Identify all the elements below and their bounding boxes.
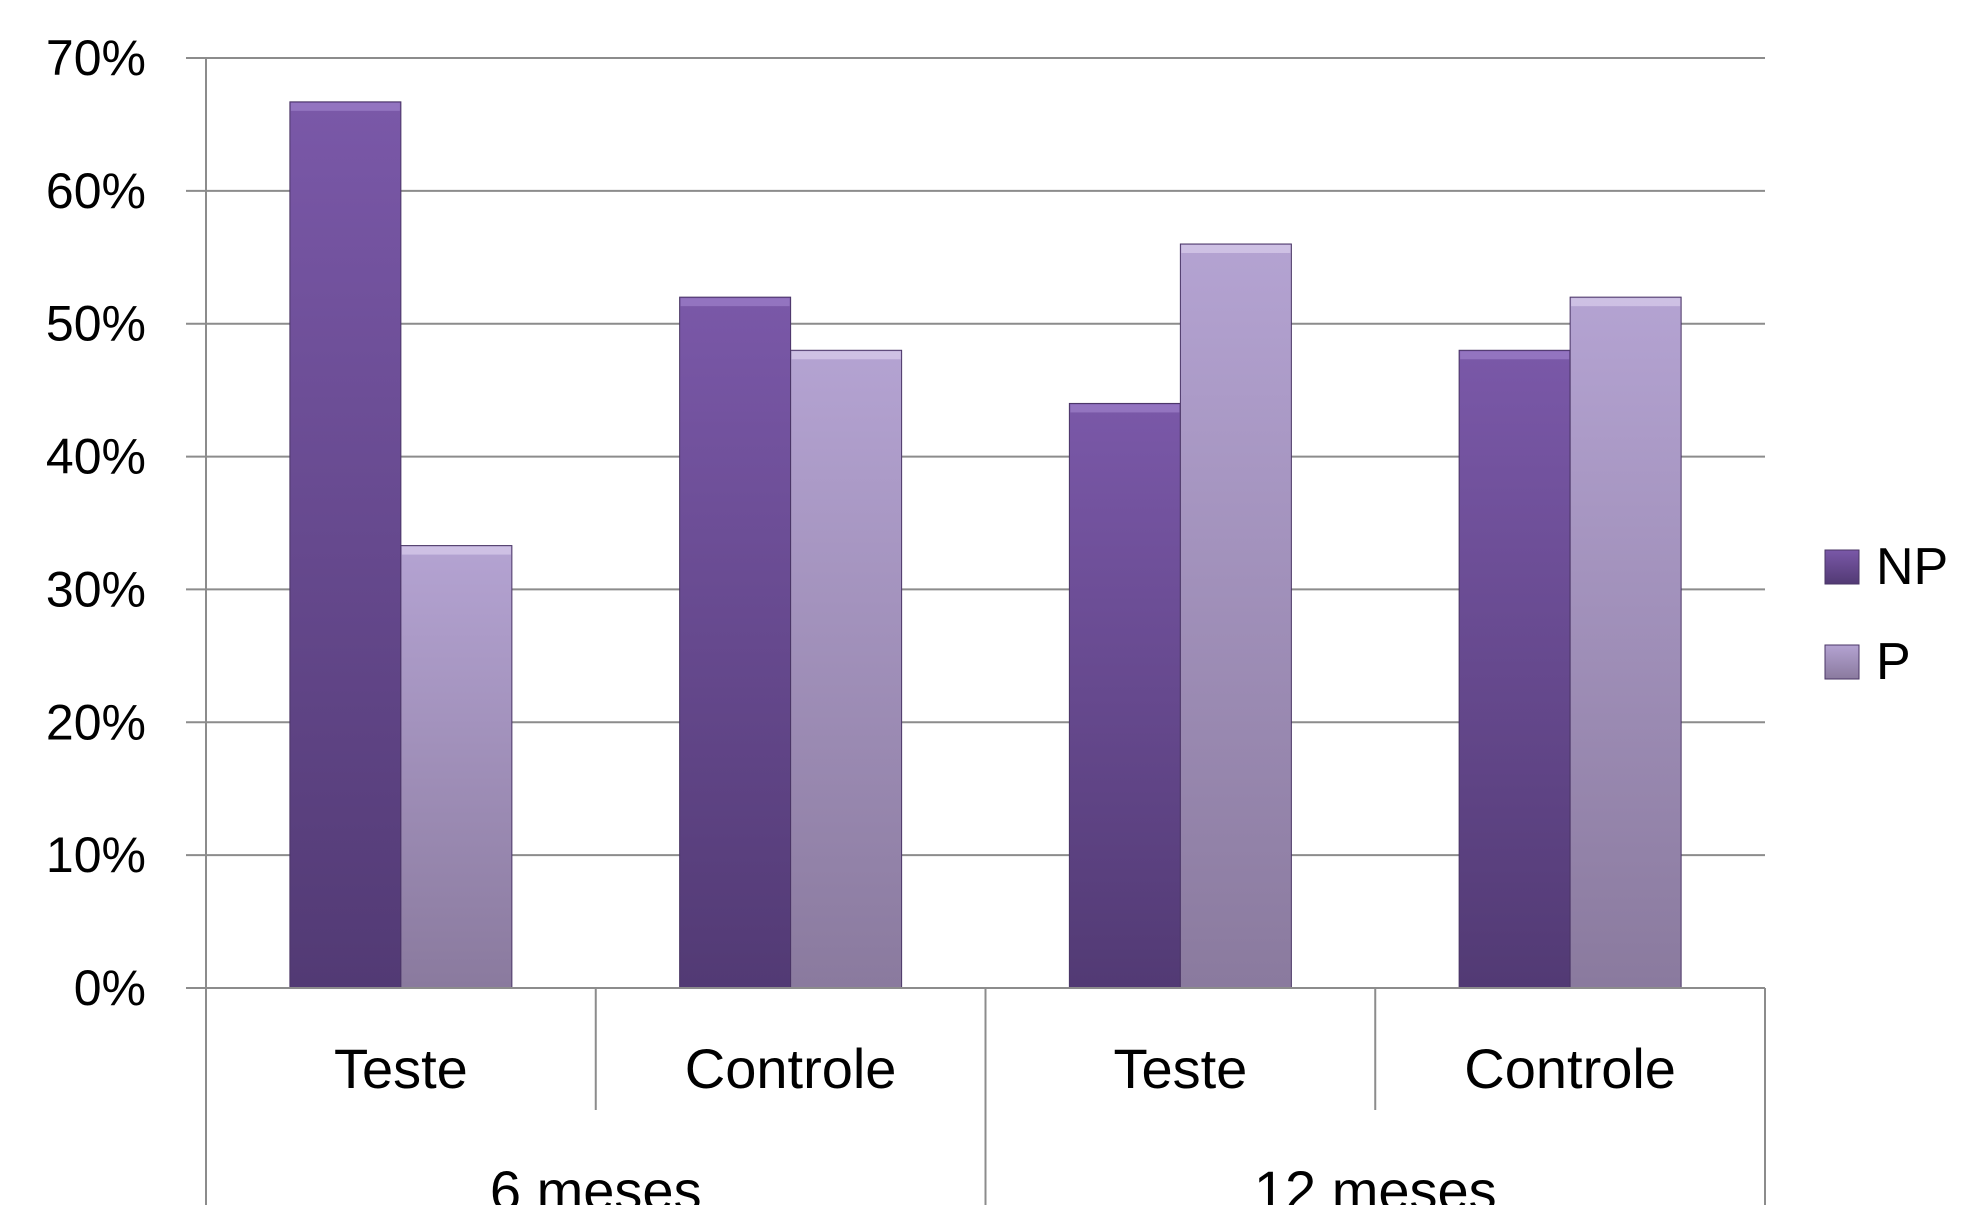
y-tick-label: 70% (46, 30, 146, 86)
bar-top-highlight (1571, 298, 1680, 306)
group-label: 6 meses (490, 1159, 702, 1205)
bar-top-highlight (792, 351, 901, 359)
category-label: Controle (1464, 1037, 1676, 1100)
category-label: Teste (334, 1037, 468, 1100)
bar-np (290, 102, 401, 988)
bar-p (1570, 297, 1681, 988)
legend-swatch-np (1825, 550, 1859, 584)
bar-top-highlight (291, 103, 400, 111)
category-label: Controle (685, 1037, 897, 1100)
y-tick-label: 0% (74, 960, 146, 1016)
y-tick-label: 20% (46, 694, 146, 750)
bar-p (1180, 244, 1291, 988)
y-axis-ticks: 0% 10% 20% 30% 40% 50% 60% 70% (46, 30, 146, 1016)
bar-p (791, 350, 902, 988)
bar-np (680, 297, 791, 988)
x-axis: Teste Controle Teste Controle 6 meses 12 mese… (186, 988, 1765, 1205)
y-tick-label: 40% (46, 429, 146, 485)
legend: NP P (1825, 538, 1948, 691)
legend-label-p: P (1876, 633, 1911, 691)
bar-top-highlight (1460, 351, 1569, 359)
bar-top-highlight (402, 547, 511, 555)
y-tick-label: 10% (46, 827, 146, 883)
legend-swatch-p (1825, 645, 1859, 679)
bar-top-highlight (1181, 245, 1290, 253)
group-label: 12 meses (1254, 1159, 1497, 1205)
bar-p (401, 546, 512, 988)
bar-np (1459, 350, 1570, 988)
y-tick-label: 50% (46, 296, 146, 352)
y-tick-label: 60% (46, 163, 146, 219)
bar-top-highlight (1070, 404, 1179, 412)
bar-top-highlight (681, 298, 790, 306)
y-tick-label: 30% (46, 561, 146, 617)
legend-label-np: NP (1876, 538, 1948, 596)
bar-np (1069, 403, 1180, 988)
category-label: Teste (1113, 1037, 1247, 1100)
